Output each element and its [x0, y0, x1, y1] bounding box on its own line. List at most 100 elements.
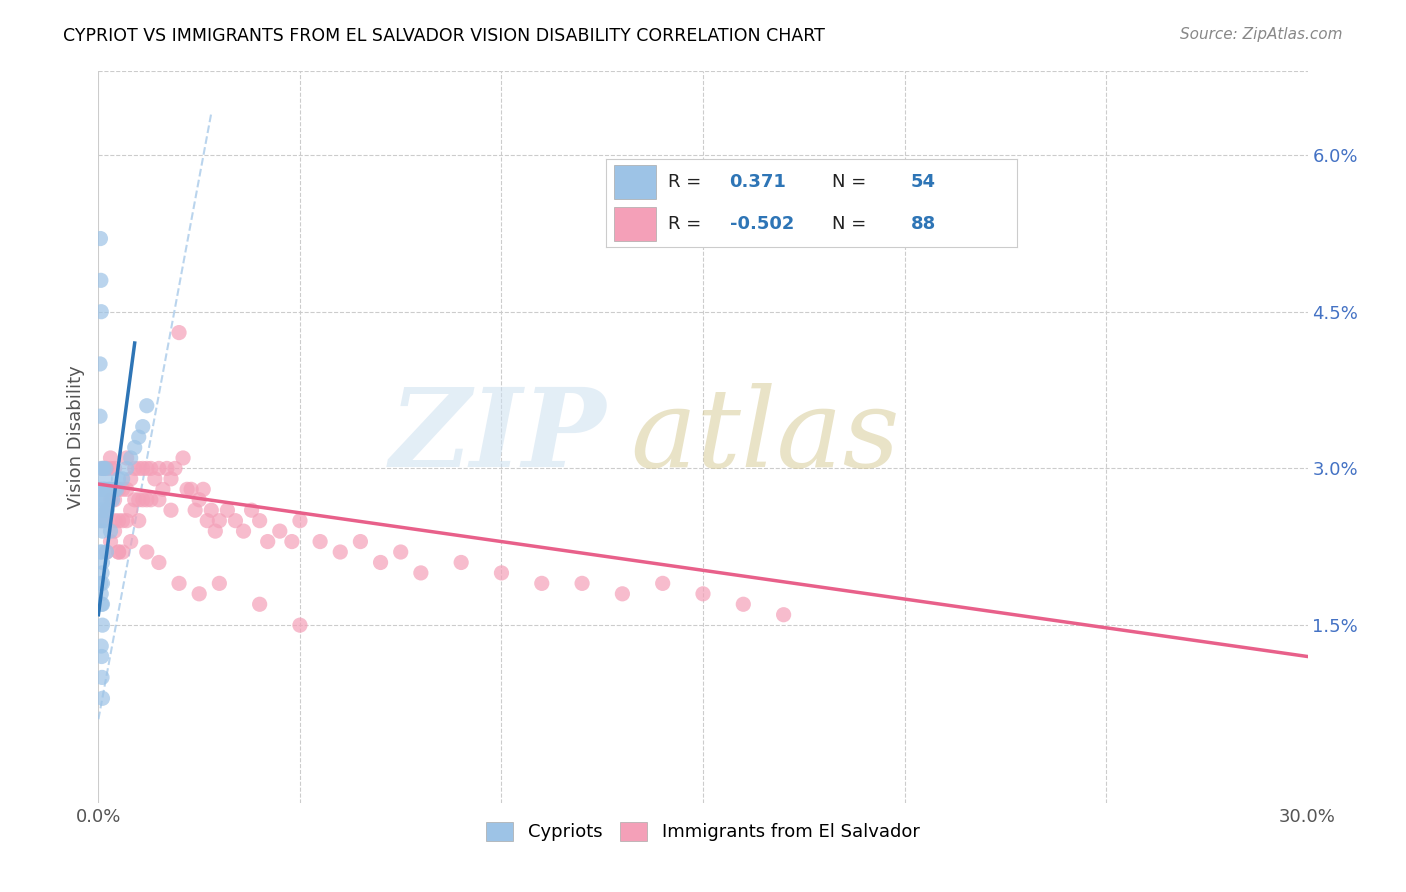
- Point: [107, 545, 129, 559]
- Point: [96, 545, 118, 559]
- Point: [389, 545, 412, 559]
- Point: [115, 461, 138, 475]
- Point: [160, 503, 183, 517]
- Point: [148, 492, 170, 507]
- Point: [160, 472, 183, 486]
- Point: [111, 545, 134, 559]
- Point: [91, 576, 114, 591]
- Point: [772, 607, 794, 622]
- Point: [90, 492, 112, 507]
- Point: [90, 649, 112, 664]
- Point: [200, 503, 222, 517]
- Point: [249, 597, 271, 611]
- Point: [100, 483, 122, 497]
- Point: [530, 576, 553, 591]
- Point: [124, 492, 146, 507]
- Point: [135, 545, 157, 559]
- Point: [240, 503, 263, 517]
- Point: [96, 545, 118, 559]
- Point: [256, 534, 278, 549]
- Point: [90, 273, 112, 287]
- Point: [120, 472, 142, 486]
- Point: [208, 576, 231, 591]
- Point: [91, 461, 114, 475]
- Point: [91, 483, 114, 497]
- Point: [100, 461, 122, 475]
- Point: [94, 472, 117, 486]
- Point: [96, 461, 118, 475]
- Point: [188, 587, 211, 601]
- Point: [128, 514, 150, 528]
- Point: [571, 576, 593, 591]
- Point: [89, 231, 111, 245]
- Point: [90, 461, 112, 475]
- Point: [100, 534, 122, 549]
- Point: [124, 441, 146, 455]
- Text: atlas: atlas: [630, 384, 900, 491]
- Point: [96, 503, 118, 517]
- Point: [105, 483, 128, 497]
- Point: [107, 545, 129, 559]
- Point: [135, 399, 157, 413]
- Point: [269, 524, 291, 538]
- Point: [91, 566, 114, 580]
- Point: [188, 492, 211, 507]
- Point: [180, 483, 202, 497]
- Point: [103, 524, 125, 538]
- Point: [103, 492, 125, 507]
- Point: [208, 514, 231, 528]
- Point: [107, 514, 129, 528]
- Y-axis label: Vision Disability: Vision Disability: [66, 365, 84, 509]
- Point: [224, 514, 246, 528]
- Point: [103, 461, 125, 475]
- Point: [135, 461, 157, 475]
- Point: [91, 503, 114, 517]
- Point: [100, 524, 122, 538]
- Point: [111, 483, 134, 497]
- Point: [91, 618, 114, 632]
- Point: [90, 545, 112, 559]
- Point: [124, 461, 146, 475]
- Point: [281, 534, 304, 549]
- Point: [195, 514, 218, 528]
- Text: ZIP: ZIP: [389, 384, 606, 491]
- Point: [93, 483, 115, 497]
- Point: [89, 357, 111, 371]
- Legend: Cypriots, Immigrants from El Salvador: Cypriots, Immigrants from El Salvador: [479, 814, 927, 848]
- Point: [409, 566, 432, 580]
- Point: [90, 587, 112, 601]
- Point: [111, 472, 134, 486]
- Point: [97, 483, 120, 497]
- Point: [232, 524, 254, 538]
- Point: [90, 576, 112, 591]
- Text: CYPRIOT VS IMMIGRANTS FROM EL SALVADOR VISION DISABILITY CORRELATION CHART: CYPRIOT VS IMMIGRANTS FROM EL SALVADOR V…: [63, 27, 825, 45]
- Point: [167, 576, 190, 591]
- Point: [91, 461, 114, 475]
- Point: [288, 618, 311, 632]
- Point: [115, 514, 138, 528]
- Point: [651, 576, 673, 591]
- Point: [329, 545, 352, 559]
- Point: [90, 304, 112, 318]
- Point: [139, 492, 162, 507]
- Point: [115, 483, 138, 497]
- Point: [132, 461, 155, 475]
- Point: [172, 450, 194, 465]
- Point: [204, 524, 226, 538]
- Point: [152, 483, 174, 497]
- Point: [450, 556, 472, 570]
- Point: [90, 597, 112, 611]
- Point: [91, 514, 114, 528]
- Point: [100, 450, 122, 465]
- Point: [107, 472, 129, 486]
- Point: [107, 483, 129, 497]
- Point: [94, 483, 117, 497]
- Point: [733, 597, 755, 611]
- Point: [93, 461, 115, 475]
- Point: [163, 461, 186, 475]
- Point: [91, 691, 114, 706]
- Point: [89, 545, 111, 559]
- Point: [93, 492, 115, 507]
- Point: [103, 514, 125, 528]
- Point: [96, 503, 118, 517]
